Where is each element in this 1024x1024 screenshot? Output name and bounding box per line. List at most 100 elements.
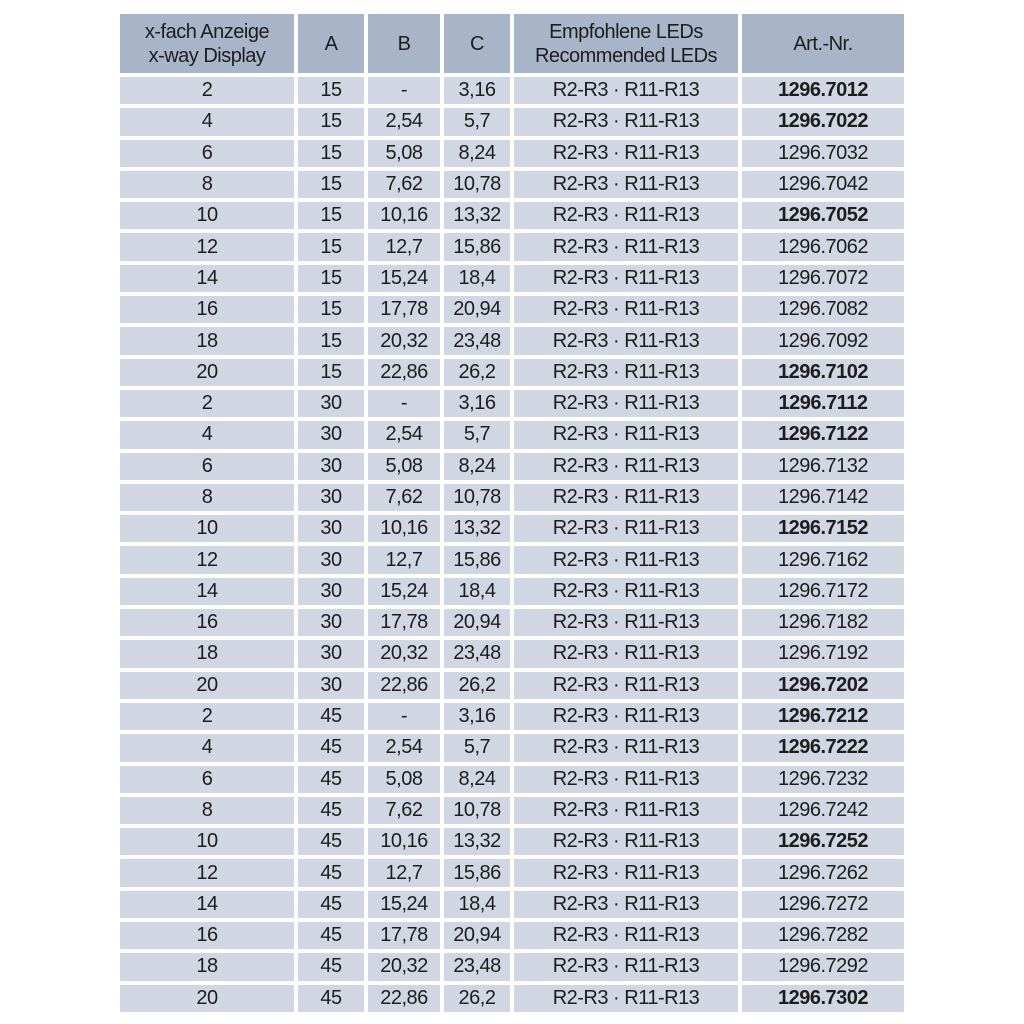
cell-dim-a: 15 [298,327,364,355]
cell-leds: R2-R3 · R11-R13 [514,796,738,825]
cell-xway-count: 4 [120,734,294,762]
cell-dim-c: 10,78 [444,796,510,825]
cell-dim-c: 8,24 [444,765,510,793]
cell-dim-b: 22,86 [368,358,440,386]
cell-xway-count: 4 [120,108,294,136]
cell-xway-count: 20 [120,358,294,386]
cell-xway-count: 12 [120,233,294,261]
cell-xway-count: 16 [120,296,294,324]
cell-leds: R2-R3 · R11-R13 [514,859,738,887]
cell-xway-count: 2 [120,702,294,731]
cell-dim-b: 20,32 [368,953,440,981]
cell-dim-c: 20,94 [444,922,510,950]
cell-leds: R2-R3 · R11-R13 [514,671,738,699]
cell-artnr: 1296.7042 [742,170,904,199]
cell-artnr: 1296.7272 [742,890,904,919]
cell-artnr: 1296.7102 [742,358,904,386]
cell-artnr: 1296.7232 [742,765,904,793]
cell-artnr: 1296.7202 [742,671,904,699]
cell-xway-count: 10 [120,515,294,543]
header-dimension-a: A [298,14,364,73]
cell-leds: R2-R3 · R11-R13 [514,389,738,418]
cell-artnr: 1296.7092 [742,327,904,355]
cell-dim-b: 10,16 [368,202,440,230]
cell-artnr: 1296.7262 [742,859,904,887]
cell-dim-c: 23,48 [444,640,510,668]
cell-dim-b: 5,08 [368,452,440,480]
cell-artnr: 1296.7062 [742,233,904,261]
cell-xway-count: 8 [120,483,294,512]
cell-xway-count: 18 [120,327,294,355]
cell-dim-c: 5,7 [444,421,510,449]
header-artnr: Art.-Nr. [742,14,904,73]
cell-artnr: 1296.7082 [742,296,904,324]
cell-dim-c: 5,7 [444,734,510,762]
cell-leds: R2-R3 · R11-R13 [514,890,738,919]
cell-leds: R2-R3 · R11-R13 [514,609,738,637]
cell-dim-b: 12,7 [368,546,440,574]
cell-xway-count: 6 [120,139,294,167]
cell-dim-c: 26,2 [444,671,510,699]
cell-dim-c: 10,78 [444,483,510,512]
cell-artnr: 1296.7052 [742,202,904,230]
cell-dim-c: 13,32 [444,202,510,230]
cell-leds: R2-R3 · R11-R13 [514,77,738,105]
cell-artnr: 1296.7032 [742,139,904,167]
cell-leds: R2-R3 · R11-R13 [514,828,738,856]
cell-dim-a: 15 [298,233,364,261]
cell-dim-c: 15,86 [444,859,510,887]
cell-leds: R2-R3 · R11-R13 [514,327,738,355]
cell-dim-a: 30 [298,640,364,668]
cell-xway-count: 10 [120,828,294,856]
cell-leds: R2-R3 · R11-R13 [514,264,738,293]
cell-dim-a: 30 [298,452,364,480]
cell-artnr: 1296.7132 [742,452,904,480]
cell-dim-b: 7,62 [368,796,440,825]
cell-dim-b: 7,62 [368,483,440,512]
cell-leds: R2-R3 · R11-R13 [514,765,738,793]
cell-xway-count: 12 [120,546,294,574]
header-b-label: B [397,32,411,55]
cell-dim-c: 18,4 [444,577,510,606]
cell-xway-count: 18 [120,953,294,981]
cell-artnr: 1296.7282 [742,922,904,950]
cell-dim-c: 23,48 [444,953,510,981]
cell-dim-b: - [368,389,440,418]
cell-dim-b: 2,54 [368,108,440,136]
cell-dim-a: 30 [298,515,364,543]
cell-artnr: 1296.7222 [742,734,904,762]
cell-artnr: 1296.7242 [742,796,904,825]
cell-dim-b: - [368,702,440,731]
cell-dim-a: 45 [298,796,364,825]
cell-artnr: 1296.7162 [742,546,904,574]
cell-dim-b: 12,7 [368,233,440,261]
cell-dim-a: 30 [298,421,364,449]
product-table-grid: x-fach Anzeige x-way Display A B C Empfo… [120,14,904,1012]
cell-dim-a: 45 [298,984,364,1012]
cell-dim-a: 45 [298,828,364,856]
cell-dim-a: 30 [298,577,364,606]
cell-xway-count: 20 [120,984,294,1012]
cell-dim-a: 30 [298,483,364,512]
cell-artnr: 1296.7302 [742,984,904,1012]
cell-dim-b: 20,32 [368,327,440,355]
cell-xway-count: 16 [120,922,294,950]
cell-artnr: 1296.7022 [742,108,904,136]
cell-dim-c: 3,16 [444,702,510,731]
cell-xway-count: 6 [120,765,294,793]
cell-xway-count: 4 [120,421,294,449]
cell-dim-a: 30 [298,671,364,699]
cell-dim-b: 2,54 [368,421,440,449]
cell-dim-a: 15 [298,77,364,105]
cell-artnr: 1296.7212 [742,702,904,731]
cell-dim-a: 15 [298,170,364,199]
cell-dim-b: 20,32 [368,640,440,668]
cell-dim-c: 15,86 [444,546,510,574]
cell-dim-a: 45 [298,765,364,793]
cell-dim-b: 5,08 [368,765,440,793]
cell-artnr: 1296.7182 [742,609,904,637]
cell-xway-count: 14 [120,577,294,606]
header-xway-line1: x-fach Anzeige [144,20,270,43]
cell-dim-c: 3,16 [444,389,510,418]
